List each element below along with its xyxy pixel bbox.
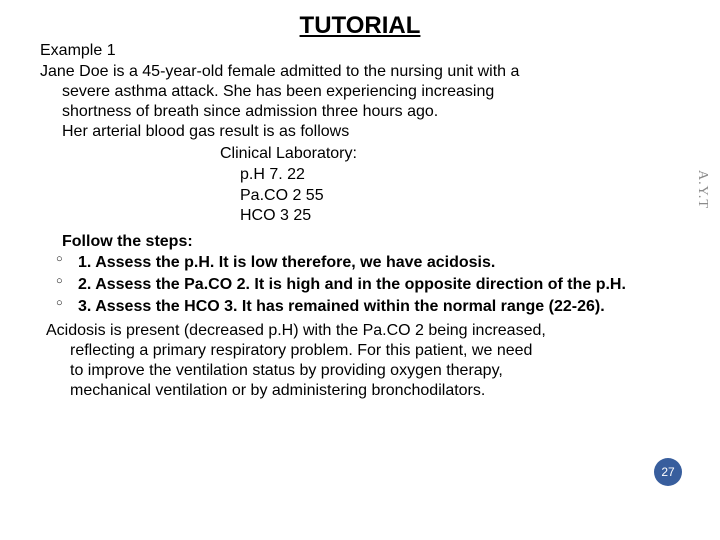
intro-paragraph: Jane Doe is a 45-year-old female admitte…	[40, 62, 680, 142]
conclusion-paragraph: Acidosis is present (decreased p.H) with…	[40, 321, 680, 401]
example-label: Example 1	[40, 42, 680, 60]
intro-line: shortness of breath since admission thre…	[40, 102, 680, 122]
conclusion-line: to improve the ventilation status by pro…	[46, 361, 680, 381]
steps-list: 1. Assess the p.H. It is low therefore, …	[40, 253, 680, 317]
slide-title: TUTORIAL	[40, 12, 680, 40]
list-item: 3. Assess the HCO 3. It has remained wit…	[60, 297, 680, 317]
list-item: 1. Assess the p.H. It is low therefore, …	[60, 253, 680, 273]
lab-ph: p.H 7. 22	[240, 165, 680, 186]
lab-hco3: HCO 3 25	[240, 206, 680, 227]
conclusion-line: Acidosis is present (decreased p.H) with…	[46, 321, 680, 341]
lab-values-block: Clinical Laboratory: p.H 7. 22 Pa.CO 2 5…	[40, 144, 680, 227]
page-number-badge: 27	[654, 458, 682, 486]
lab-paco2: Pa.CO 2 55	[240, 186, 680, 207]
list-item: 2. Assess the Pa.CO 2. It is high and in…	[60, 275, 680, 295]
side-label: A.Y.T	[694, 170, 710, 209]
intro-line: severe asthma attack. She has been exper…	[40, 82, 680, 102]
intro-line: Her arterial blood gas result is as foll…	[40, 122, 680, 142]
lab-heading: Clinical Laboratory:	[220, 144, 680, 165]
intro-line: Jane Doe is a 45-year-old female admitte…	[40, 62, 680, 82]
conclusion-line: mechanical ventilation or by administeri…	[46, 381, 680, 401]
steps-lead: Follow the steps:	[40, 233, 680, 251]
conclusion-line: reflecting a primary respiratory problem…	[46, 341, 680, 361]
